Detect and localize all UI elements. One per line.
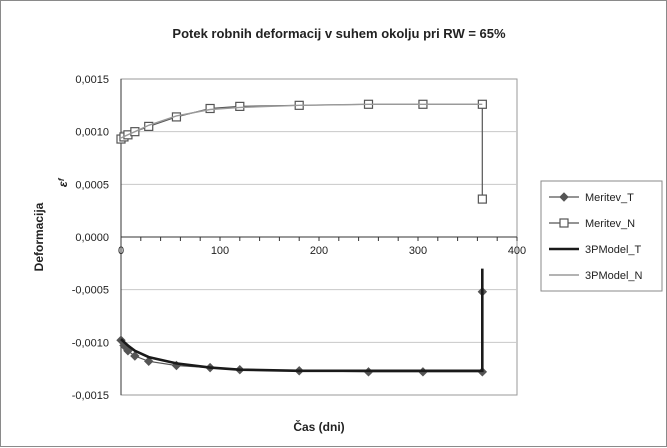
y-tick-label: 0,0000 — [75, 232, 109, 244]
y-axis-symbol: εᶠ — [56, 177, 70, 187]
y-tick-label: 0,0015 — [75, 74, 109, 86]
data-point-diamond — [123, 346, 133, 356]
y-tick-label: -0,0015 — [72, 390, 109, 402]
data-point-square — [205, 103, 215, 114]
legend-item: 3PModel_N — [549, 270, 643, 282]
series-lines — [116, 99, 488, 377]
legend: Meritev_T Meritev_N 3PModel_T 3PModel_N — [549, 192, 643, 282]
legend-label: 3PModel_N — [585, 270, 643, 282]
series-3pmodel-t — [120, 268, 484, 373]
y-tick-label: -0,0010 — [72, 337, 109, 349]
x-tick-label: 100 — [211, 245, 229, 257]
x-tick-label: 0 — [118, 245, 124, 257]
chart-title: Potek robnih deformacij v suhem okolju p… — [172, 26, 506, 41]
x-tick-labels: 0 100 200 300 400 — [118, 245, 526, 257]
y-tick-label: 0,0010 — [75, 127, 109, 139]
x-tick-label: 400 — [508, 245, 526, 257]
y-axis-title: Deformacija — [32, 202, 46, 271]
data-point-diamond — [144, 356, 154, 367]
x-axis-title: Čas (dni) — [293, 419, 344, 434]
legend-label: Meritev_N — [585, 218, 635, 230]
data-point-square — [559, 218, 569, 228]
x-tick-label: 200 — [310, 245, 328, 257]
series-line — [120, 268, 484, 373]
y-tick-label: 0,0005 — [75, 179, 109, 191]
y-tick-label: -0,0005 — [72, 285, 109, 297]
data-point-square — [235, 101, 245, 111]
legend-box — [540, 180, 663, 292]
legend-item: Meritev_N — [549, 218, 635, 230]
data-point-square — [477, 194, 487, 204]
y-tick-labels: 0,0015 0,0010 0,0005 0,0000 -0,0005 -0,0010 -0… — [72, 74, 109, 402]
legend-item: Meritev_T — [549, 192, 634, 204]
legend-item: 3PModel_T — [549, 244, 642, 256]
legend-label: Meritev_T — [585, 192, 634, 204]
series-3pmodel-n — [120, 103, 483, 139]
data-point-diamond — [559, 192, 569, 202]
series-line — [120, 103, 483, 139]
x-tick-label: 300 — [409, 245, 427, 257]
legend-label: 3PModel_T — [585, 244, 642, 256]
data-point-diamond — [130, 351, 140, 361]
